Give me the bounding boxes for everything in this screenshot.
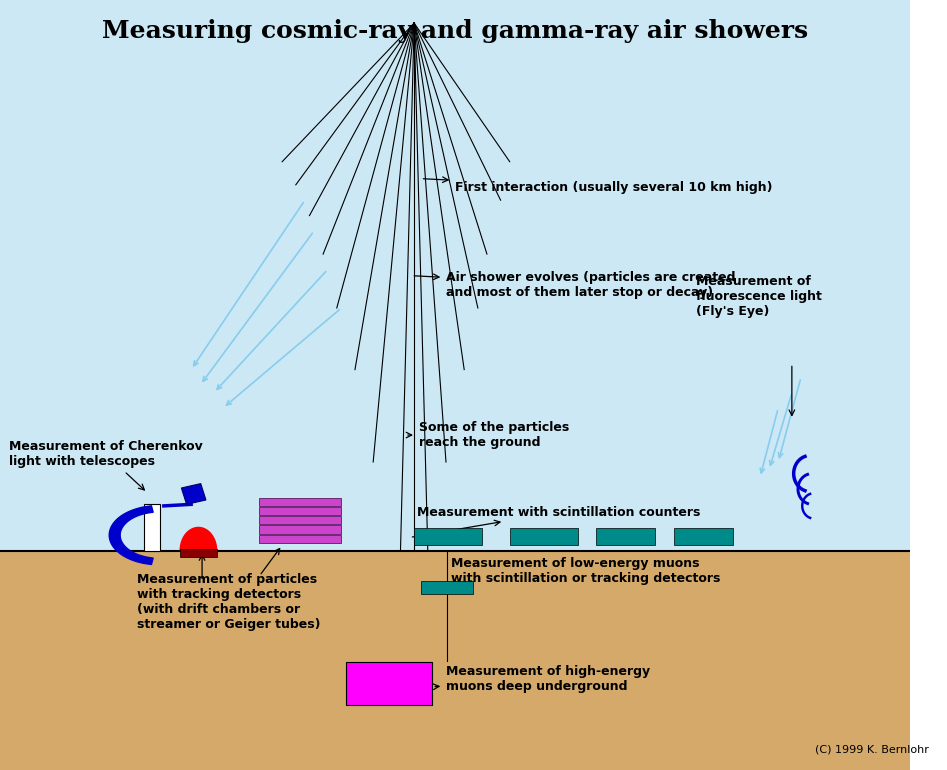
Bar xyxy=(420,581,474,594)
Bar xyxy=(509,528,578,545)
Bar xyxy=(673,528,733,545)
Bar xyxy=(259,507,341,515)
Bar xyxy=(597,528,655,545)
Text: Measurement of high-energy
muons deep underground: Measurement of high-energy muons deep un… xyxy=(434,665,651,693)
Bar xyxy=(182,484,205,504)
Bar xyxy=(259,497,341,506)
Bar xyxy=(259,525,341,534)
Text: Measurement of Cherenkov
light with telescopes: Measurement of Cherenkov light with tele… xyxy=(9,440,203,490)
Bar xyxy=(0,551,910,770)
Text: First interaction (usually several 10 km high): First interaction (usually several 10 km… xyxy=(423,177,773,194)
Text: Measurement with scintillation counters: Measurement with scintillation counters xyxy=(412,506,700,537)
Bar xyxy=(144,504,160,551)
Text: Measurement of low-energy muons
with scintillation or tracking detectors: Measurement of low-energy muons with sci… xyxy=(438,557,720,591)
Text: Measurement of
fluorescence light
(Fly's Eye): Measurement of fluorescence light (Fly's… xyxy=(696,275,822,318)
Text: Measuring cosmic-ray and gamma-ray air showers: Measuring cosmic-ray and gamma-ray air s… xyxy=(102,19,808,43)
Bar xyxy=(414,528,482,545)
Bar xyxy=(346,662,433,705)
Bar xyxy=(180,549,217,557)
Text: Air shower evolves (particles are created
and most of them later stop or decay): Air shower evolves (particles are create… xyxy=(414,271,736,299)
Polygon shape xyxy=(109,506,153,564)
Bar xyxy=(259,516,341,524)
Bar xyxy=(259,534,341,543)
Text: Measurement of particles
with tracking detectors
(with drift chambers or
streame: Measurement of particles with tracking d… xyxy=(136,573,320,631)
Polygon shape xyxy=(180,527,217,551)
Bar xyxy=(0,0,910,551)
Text: (C) 1999 K. Bernlohr: (C) 1999 K. Bernlohr xyxy=(814,745,928,755)
Text: Some of the particles
reach the ground: Some of the particles reach the ground xyxy=(406,421,569,449)
